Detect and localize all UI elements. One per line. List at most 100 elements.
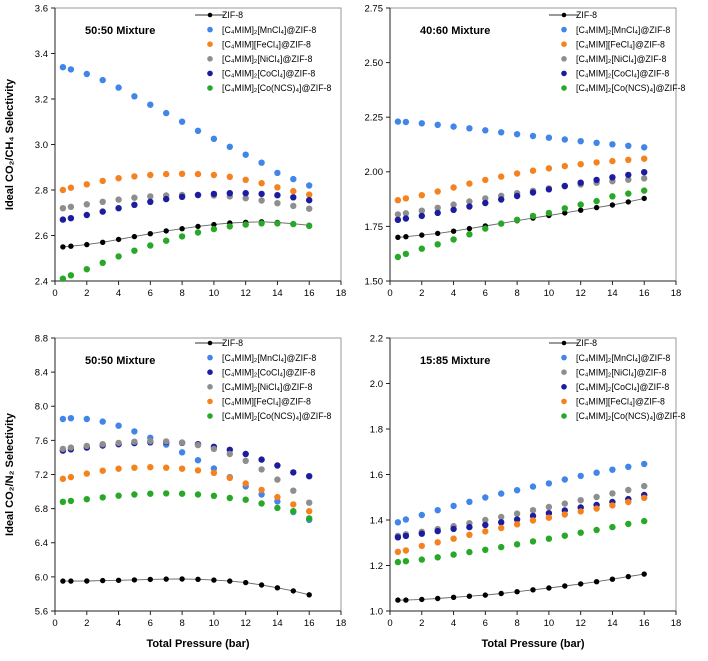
data-point xyxy=(163,228,169,234)
data-point xyxy=(100,577,106,584)
data-point xyxy=(274,220,281,227)
data-point xyxy=(529,212,537,220)
panel-co2-ch4-5050: 2.4 2.6 2.8 3.0 3.2 3.4 3.6 0 2 4 6 8 10 12 14 16 18 Idea… xyxy=(0,0,354,328)
x-tick-label: 10 xyxy=(209,288,220,299)
data-point xyxy=(394,548,402,555)
y-tick-label: 2.8 xyxy=(35,185,48,196)
data-point xyxy=(115,439,122,447)
data-point xyxy=(593,197,600,205)
legend-label: [C₄MIM]₂[Co(NCS)₄]@ZIF-8 xyxy=(222,83,332,93)
x-tick-label: 4 xyxy=(116,288,121,299)
data-point xyxy=(466,225,473,232)
data-point xyxy=(131,428,138,435)
data-point xyxy=(68,578,74,584)
legend-marker xyxy=(561,12,567,18)
series-il xyxy=(394,118,648,151)
data-point xyxy=(482,528,489,535)
x-tick-label: 16 xyxy=(304,618,315,629)
series-il xyxy=(394,491,648,541)
data-point xyxy=(59,216,67,223)
data-point xyxy=(450,525,457,533)
data-point xyxy=(395,234,401,240)
data-point xyxy=(402,547,410,554)
x-tick-label: 2 xyxy=(84,288,89,299)
legend-marker xyxy=(561,384,567,390)
mixture-title: 50:50 Mixture xyxy=(85,355,155,367)
data-point xyxy=(577,138,584,145)
data-point xyxy=(513,192,521,200)
data-point xyxy=(274,493,281,501)
data-point xyxy=(178,490,186,497)
data-point xyxy=(418,245,425,252)
data-point xyxy=(625,486,632,494)
data-point xyxy=(242,195,249,202)
data-point xyxy=(482,176,489,184)
data-point xyxy=(403,597,409,603)
plot-frame xyxy=(54,337,342,612)
data-point xyxy=(258,180,265,187)
data-point xyxy=(466,198,473,205)
data-point xyxy=(290,508,297,515)
legend-label: [C₄MIM]₂[Co(NCS)₄]@ZIF-8 xyxy=(222,411,332,421)
legend-entry: [C₄MIM]₂[CoCl₄]@ZIF-8 xyxy=(561,382,669,392)
data-point xyxy=(546,585,552,591)
data-point xyxy=(290,487,297,494)
data-point xyxy=(83,181,91,188)
legend-label: [C₄MIM]₂[Co(NCS)₄]@ZIF-8 xyxy=(576,411,686,421)
data-point xyxy=(466,498,473,505)
data-point xyxy=(641,517,648,525)
data-point xyxy=(418,542,425,550)
data-point xyxy=(466,125,473,132)
data-point xyxy=(418,207,425,214)
x-tick-label: 8 xyxy=(514,288,519,299)
data-point xyxy=(83,442,91,450)
data-point xyxy=(418,192,425,199)
legend: ZIF-8 [C₄MIM]₂[MnCl₄]@ZIF-8 [C₄MIM][FeCl₄]… xyxy=(195,10,332,93)
legend-entry: [C₄MIM]₂[MnCl₄]@ZIF-8 xyxy=(207,353,316,363)
legend-label: ZIF-8 xyxy=(576,338,597,348)
y-tick-label: 3.4 xyxy=(35,49,48,60)
data-point xyxy=(147,231,153,237)
data-point xyxy=(131,93,138,100)
x-tick-label: 0 xyxy=(52,618,57,629)
data-point xyxy=(545,186,553,193)
legend-marker xyxy=(561,70,567,77)
legend-label: [C₄MIM]₂[NiCl₄]@ZIF-8 xyxy=(576,54,666,64)
series-line xyxy=(397,197,645,238)
data-point xyxy=(545,510,553,517)
plot-co2-n2-5050: 5.6 6.0 6.4 6.8 7.2 7.6 8.0 8.4 8.8 0 2 4 6 8 10 12 14 16… xyxy=(4,333,347,650)
data-point xyxy=(513,170,521,177)
data-point xyxy=(59,275,67,282)
data-point xyxy=(641,494,648,502)
data-point xyxy=(178,170,186,177)
y-tick-label: 1.75 xyxy=(365,222,384,233)
data-point xyxy=(258,456,265,463)
legend-entry: [C₄MIM]₂[NiCl₄]@ZIF-8 xyxy=(561,367,666,377)
plot-frame xyxy=(389,337,677,612)
data-point xyxy=(482,516,489,524)
data-point xyxy=(402,215,410,222)
data-point xyxy=(210,225,218,233)
legend-entry: [C₄MIM]₂[Co(NCS)₄]@ZIF-8 xyxy=(207,411,332,421)
data-point xyxy=(59,205,67,212)
legend-marker xyxy=(207,340,213,346)
y-tick-label: 8.4 xyxy=(35,368,48,379)
data-point xyxy=(482,199,489,207)
data-point xyxy=(402,516,410,523)
data-point xyxy=(578,207,584,213)
legend-marker xyxy=(561,369,567,375)
data-point xyxy=(306,515,313,522)
data-point xyxy=(609,502,616,509)
data-point xyxy=(131,194,138,201)
data-point xyxy=(67,184,75,191)
data-point xyxy=(513,541,521,548)
data-point xyxy=(498,196,505,203)
data-point xyxy=(67,473,75,481)
data-point xyxy=(593,469,600,476)
x-tick-label: 14 xyxy=(607,288,618,299)
legend-marker xyxy=(207,26,213,33)
data-point xyxy=(513,487,521,494)
data-point xyxy=(434,209,441,217)
x-tick-label: 18 xyxy=(336,618,347,629)
